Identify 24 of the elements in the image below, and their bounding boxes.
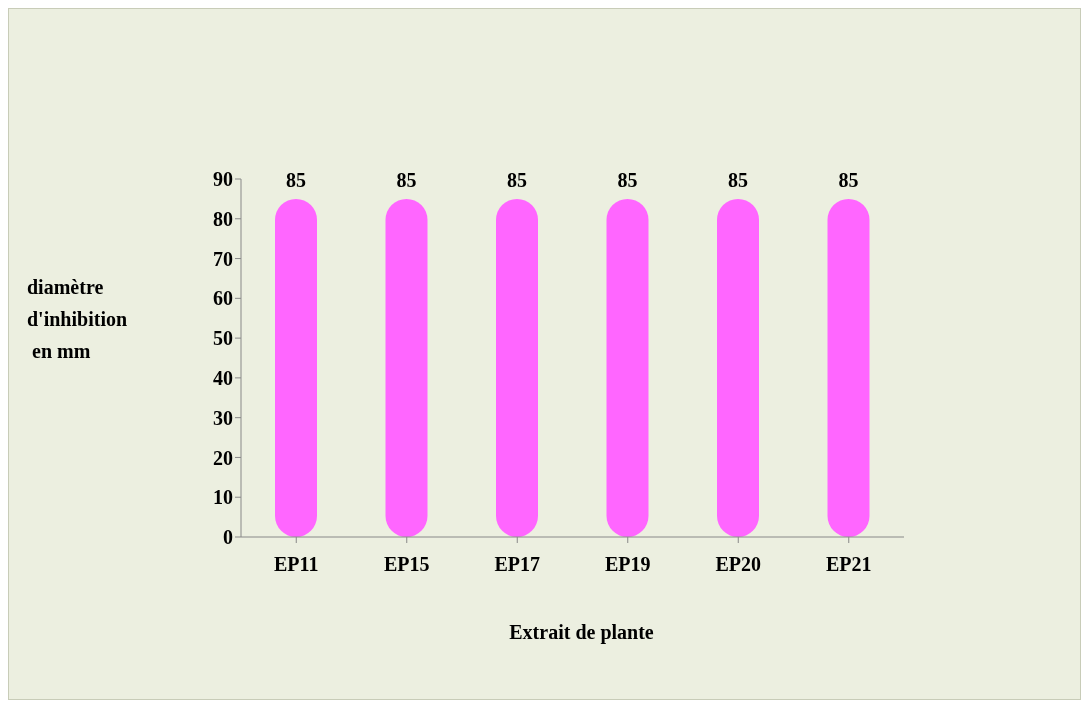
y-tick-label: 0 [223, 526, 233, 549]
data-label: 85 [507, 168, 527, 191]
y-tick-label: 50 [213, 327, 233, 350]
data-label: 85 [396, 168, 417, 191]
x-tick-label: EP20 [715, 553, 762, 576]
y-tick-label: 90 [213, 168, 233, 191]
x-axis-title: Extrait de plante [508, 621, 655, 644]
y-tick-label: 10 [213, 486, 233, 509]
data-label: 85 [728, 168, 748, 191]
y-tick-label: 70 [213, 247, 233, 270]
y-tick-label: 30 [213, 406, 233, 429]
y-axis-title: diamètre d'inhibition en mm [27, 275, 128, 364]
x-tick-label: EP15 [383, 553, 430, 576]
y-tick-label: 60 [213, 287, 233, 310]
y-tick-label: 40 [213, 366, 233, 389]
x-tick-label: EP11 [274, 553, 319, 576]
x-tick-label: EP17 [494, 553, 541, 576]
data-label: 85 [286, 168, 306, 191]
data-label: 85 [838, 168, 859, 191]
x-tick-label: EP21 [825, 553, 872, 576]
x-tick-label: EP19 [604, 553, 651, 576]
data-label: 85 [617, 168, 638, 191]
y-tick-label: 80 [213, 207, 233, 230]
y-tick-label: 20 [213, 446, 233, 469]
